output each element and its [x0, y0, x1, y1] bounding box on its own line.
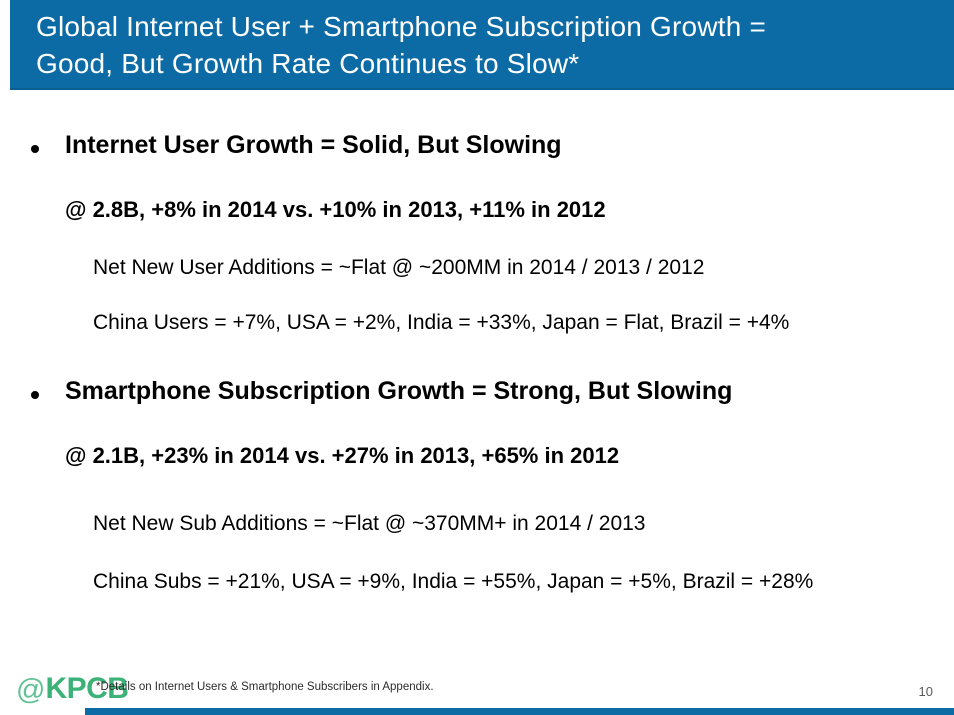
internet-users-stat-line: @ 2.8B, +8% in 2014 vs. +10% in 2013, +1… [65, 197, 606, 222]
smartphone-subs-stat-line: @ 2.1B, +23% in 2014 vs. +27% in 2013, +… [65, 443, 620, 468]
section-heading-internet-users: Internet User Growth = Solid, But Slowin… [65, 131, 562, 159]
bottom-blue-bar [85, 708, 954, 715]
section-heading-smartphone-subs: Smartphone Subscription Growth = Strong,… [65, 377, 733, 405]
page-number: 10 [918, 684, 933, 699]
slide-title-line-1: Global Internet User + Smartphone Subscr… [36, 11, 767, 42]
smartphone-subs-net-additions: Net New Sub Additions = ~Flat @ ~370MM+ … [93, 512, 646, 535]
bullet-icon [31, 145, 39, 153]
smartphone-subs-by-country: China Subs = +21%, USA = +9%, India = +5… [93, 570, 814, 593]
appendix-footnote: *Details on Internet Users & Smartphone … [96, 681, 434, 693]
internet-users-net-additions: Net New User Additions = ~Flat @ ~200MM … [93, 256, 705, 279]
logo-kpcb-text: KPCB [45, 672, 129, 705]
kpcb-logo: @KPCB [16, 672, 129, 707]
title-banner: Global Internet User + Smartphone Subscr… [10, 0, 954, 90]
internet-users-by-country: China Users = +7%, USA = +2%, India = +3… [93, 311, 790, 334]
logo-at-symbol: @ [16, 674, 46, 706]
slide-title-line-2: Good, But Growth Rate Continues to Slow* [36, 48, 580, 79]
bullet-icon [31, 391, 39, 399]
